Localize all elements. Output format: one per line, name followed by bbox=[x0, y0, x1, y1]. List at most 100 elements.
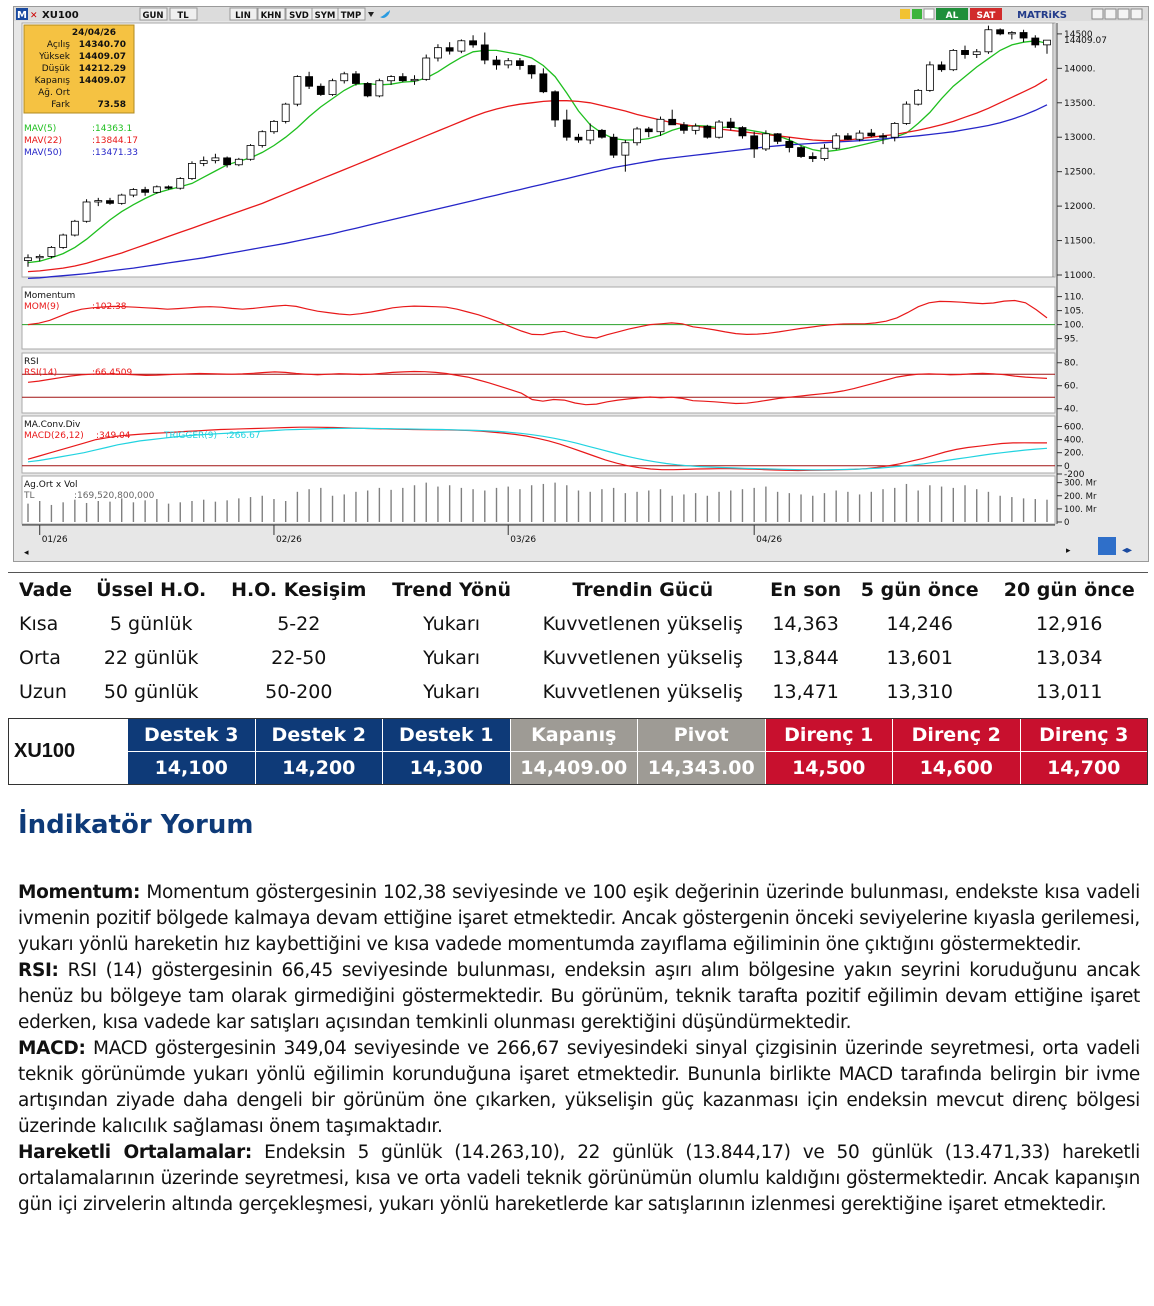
volume-axis-label: 300. Mr bbox=[1064, 479, 1097, 489]
candle-body bbox=[106, 200, 114, 204]
twitter-icon[interactable] bbox=[380, 10, 390, 18]
zoom-icon[interactable] bbox=[1098, 537, 1116, 555]
candle-body bbox=[492, 59, 501, 66]
commentary-label: MACD: bbox=[18, 1038, 86, 1059]
candle bbox=[984, 25, 993, 54]
candle bbox=[1007, 31, 1016, 40]
candle bbox=[176, 177, 185, 190]
pan-arrows-icon[interactable]: ◂▸ bbox=[1122, 545, 1132, 556]
macd-axis-label: 400. bbox=[1064, 436, 1084, 446]
chart-canvas: M ✕ XU100 GUN TL LIN KHN SVD SYM TMP AL SAT MATRiKS 1… bbox=[14, 7, 1148, 558]
copy-icon[interactable] bbox=[923, 8, 935, 20]
restore-icon[interactable] bbox=[1104, 8, 1117, 20]
toolbar-button[interactable] bbox=[337, 7, 366, 21]
indicator-line bbox=[27, 299, 1048, 339]
toolbar-button[interactable] bbox=[257, 7, 286, 21]
trend-cell: 22 günlük bbox=[103, 647, 199, 669]
minimize-icon[interactable] bbox=[1091, 8, 1104, 20]
candle-body bbox=[176, 178, 185, 189]
level-value: 14,100 bbox=[128, 752, 255, 784]
candle bbox=[270, 120, 278, 134]
toolbar-button[interactable] bbox=[139, 7, 168, 21]
refresh-icon[interactable] bbox=[912, 9, 922, 19]
candle bbox=[445, 42, 454, 55]
candle bbox=[949, 49, 958, 72]
candle-body bbox=[363, 83, 372, 97]
candle-body bbox=[422, 57, 431, 80]
scroll-right-icon[interactable]: ▸ bbox=[1066, 546, 1071, 556]
dropdown-arrow-icon[interactable] bbox=[368, 12, 374, 17]
candle bbox=[24, 254, 32, 267]
price-axis-tick-label: 13500. bbox=[1064, 99, 1096, 109]
toolbar-button[interactable] bbox=[169, 7, 198, 21]
candle bbox=[937, 61, 946, 72]
candle-body bbox=[925, 64, 934, 91]
toolbar-button[interactable] bbox=[229, 7, 258, 21]
candle bbox=[738, 126, 747, 139]
level-value: 14,300 bbox=[383, 752, 510, 784]
level-label: Direnç 3 bbox=[1020, 719, 1147, 752]
info-date: 24/04/26 bbox=[72, 28, 116, 38]
trend-header-cell: Trendin Gücü bbox=[572, 579, 714, 601]
candle-body bbox=[516, 60, 524, 66]
candle bbox=[703, 124, 712, 139]
scroll-left-icon[interactable]: ◂ bbox=[24, 548, 29, 558]
trend-cell: 5 günlük bbox=[109, 613, 193, 635]
commentary-label: Hareketli Ortalamalar: bbox=[18, 1142, 252, 1163]
candle-body bbox=[598, 129, 606, 138]
volume-legend-value: :169,520,800,000 bbox=[74, 491, 155, 501]
candle bbox=[598, 128, 606, 139]
alarm-icon[interactable] bbox=[900, 9, 910, 19]
trend-header-cell: 20 gün önce bbox=[1003, 579, 1135, 601]
candle bbox=[890, 122, 899, 142]
candle bbox=[106, 197, 114, 205]
logo-box bbox=[16, 8, 28, 20]
level-value: 14,200 bbox=[255, 752, 382, 784]
candle bbox=[363, 82, 372, 98]
sell-button[interactable] bbox=[970, 8, 1002, 20]
window-close-icon[interactable] bbox=[1130, 8, 1143, 20]
momentum-axis-label: 105. bbox=[1064, 307, 1084, 317]
toolbar-button-label: SVD bbox=[289, 11, 309, 21]
candle-body bbox=[691, 125, 700, 131]
candle bbox=[1031, 35, 1040, 48]
candle-body bbox=[715, 121, 723, 138]
ma-line-3 bbox=[27, 104, 1048, 280]
maximize-icon[interactable] bbox=[1117, 8, 1130, 20]
panel-background bbox=[21, 415, 1056, 474]
candle bbox=[621, 139, 630, 172]
candle bbox=[586, 123, 595, 145]
info-label: Açılış bbox=[47, 40, 70, 50]
candle-body bbox=[750, 135, 759, 150]
candle bbox=[644, 126, 653, 138]
toolbar-button-label: TMP bbox=[341, 11, 362, 21]
trend-cell: 5-22 bbox=[277, 613, 321, 635]
ma-legend-name: MAV(5) bbox=[24, 124, 56, 134]
level-label: Kapanış bbox=[510, 719, 637, 752]
trend-cell: Kuvvetlenen yükseliş bbox=[542, 681, 743, 703]
momentum-axis-label: 95. bbox=[1064, 335, 1078, 345]
info-value: 14340.70 bbox=[79, 40, 126, 50]
momentum-legend-value: :102.38 bbox=[92, 302, 127, 312]
candle-body bbox=[504, 60, 513, 66]
candle bbox=[258, 130, 267, 148]
sell-button-label: SAT bbox=[977, 11, 997, 21]
candle bbox=[82, 199, 91, 223]
momentum-title: Momentum bbox=[24, 291, 75, 301]
trend-cell: Yukarı bbox=[423, 613, 481, 635]
candle-body bbox=[843, 135, 852, 140]
candle-body bbox=[129, 189, 138, 196]
candle-body bbox=[24, 257, 32, 261]
price-axis-tick-label: 11500. bbox=[1064, 237, 1096, 247]
price-axis-tick-label: 14500 bbox=[1064, 30, 1093, 40]
ma-legend-value: :14363.1 bbox=[92, 124, 132, 134]
buy-button[interactable] bbox=[936, 8, 968, 20]
candle bbox=[691, 123, 700, 135]
candle-body bbox=[879, 135, 887, 138]
logo: M bbox=[17, 10, 27, 21]
candle bbox=[305, 71, 314, 89]
trend-cell: 13,034 bbox=[1036, 647, 1103, 669]
trend-cell: 50 günlük bbox=[103, 681, 199, 703]
candle-body bbox=[410, 78, 419, 82]
candle-body bbox=[211, 157, 220, 162]
